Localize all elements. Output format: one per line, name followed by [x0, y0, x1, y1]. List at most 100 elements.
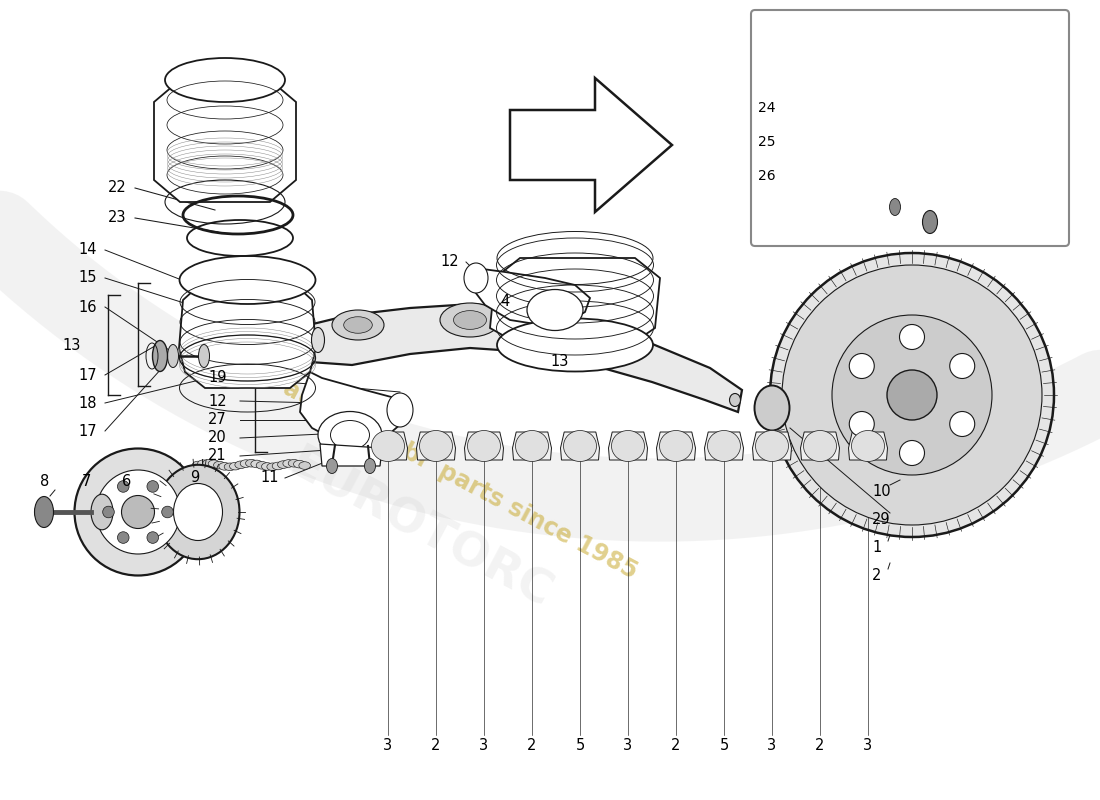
Ellipse shape	[468, 430, 500, 462]
Text: 1: 1	[872, 541, 881, 555]
Polygon shape	[278, 304, 742, 412]
Ellipse shape	[245, 459, 257, 467]
Ellipse shape	[147, 481, 158, 492]
Ellipse shape	[224, 463, 235, 470]
Ellipse shape	[849, 411, 875, 437]
Text: 20: 20	[208, 430, 227, 446]
Ellipse shape	[153, 341, 167, 371]
Text: 15: 15	[78, 270, 97, 286]
Ellipse shape	[464, 263, 488, 293]
Ellipse shape	[563, 430, 596, 462]
Text: 9: 9	[190, 470, 199, 486]
Text: 12: 12	[208, 394, 227, 409]
Ellipse shape	[267, 463, 278, 470]
Ellipse shape	[179, 256, 316, 304]
Ellipse shape	[288, 459, 300, 467]
Ellipse shape	[96, 470, 180, 554]
Ellipse shape	[277, 461, 289, 468]
Text: 25: 25	[758, 135, 776, 149]
Polygon shape	[561, 432, 600, 460]
Text: 12: 12	[440, 254, 459, 270]
Ellipse shape	[923, 210, 937, 234]
Text: 17: 17	[78, 423, 97, 438]
Ellipse shape	[832, 315, 992, 475]
Ellipse shape	[949, 411, 975, 437]
Ellipse shape	[729, 394, 740, 406]
Ellipse shape	[121, 495, 154, 529]
Ellipse shape	[256, 462, 267, 469]
Ellipse shape	[162, 506, 174, 518]
Polygon shape	[179, 280, 316, 388]
Ellipse shape	[332, 310, 384, 340]
Ellipse shape	[782, 265, 1042, 525]
Ellipse shape	[118, 532, 129, 543]
Ellipse shape	[230, 462, 241, 470]
Ellipse shape	[294, 460, 305, 468]
Polygon shape	[320, 444, 382, 466]
Ellipse shape	[527, 290, 583, 330]
Ellipse shape	[165, 58, 285, 102]
Ellipse shape	[283, 460, 295, 467]
Text: 5: 5	[719, 738, 728, 753]
Polygon shape	[368, 432, 407, 460]
Text: 3: 3	[384, 738, 393, 753]
Ellipse shape	[91, 494, 113, 530]
Text: 18: 18	[78, 395, 97, 410]
Text: 13: 13	[550, 354, 569, 370]
Ellipse shape	[34, 497, 54, 527]
Ellipse shape	[147, 532, 158, 543]
Text: 24: 24	[758, 101, 776, 115]
Polygon shape	[752, 432, 792, 460]
Text: 2: 2	[527, 738, 537, 753]
Text: 23: 23	[108, 210, 126, 226]
Ellipse shape	[612, 430, 645, 462]
Ellipse shape	[272, 462, 284, 470]
Ellipse shape	[372, 430, 405, 462]
Text: 2: 2	[872, 569, 881, 583]
Text: 4: 4	[500, 294, 509, 310]
Ellipse shape	[887, 370, 937, 420]
Ellipse shape	[497, 318, 653, 371]
Ellipse shape	[707, 430, 740, 462]
Ellipse shape	[75, 449, 201, 575]
Polygon shape	[417, 432, 455, 460]
Text: 14: 14	[78, 242, 97, 258]
Ellipse shape	[208, 460, 220, 467]
Ellipse shape	[453, 310, 486, 330]
Polygon shape	[510, 78, 672, 212]
Text: 26: 26	[758, 169, 776, 183]
Ellipse shape	[343, 317, 372, 334]
Ellipse shape	[327, 458, 338, 474]
Text: 19: 19	[208, 370, 227, 386]
Ellipse shape	[262, 462, 273, 470]
Ellipse shape	[251, 460, 263, 468]
Text: 7: 7	[82, 474, 91, 490]
Polygon shape	[801, 432, 839, 460]
Ellipse shape	[756, 430, 789, 462]
Text: 27: 27	[208, 413, 227, 427]
Text: 5: 5	[575, 738, 584, 753]
Text: 3: 3	[480, 738, 488, 753]
Ellipse shape	[851, 430, 884, 462]
Ellipse shape	[198, 345, 209, 367]
Ellipse shape	[516, 430, 549, 462]
Ellipse shape	[213, 462, 226, 469]
Text: 11: 11	[260, 470, 278, 486]
Ellipse shape	[198, 460, 209, 467]
Text: 22: 22	[108, 181, 126, 195]
Text: 8: 8	[40, 474, 49, 490]
Polygon shape	[154, 80, 296, 202]
Ellipse shape	[167, 345, 178, 367]
Polygon shape	[848, 432, 888, 460]
Ellipse shape	[565, 332, 594, 348]
Text: 16: 16	[78, 299, 97, 314]
Ellipse shape	[202, 459, 215, 467]
Text: 6: 6	[122, 474, 131, 490]
Ellipse shape	[803, 430, 836, 462]
Ellipse shape	[235, 461, 246, 469]
Ellipse shape	[118, 481, 129, 492]
Ellipse shape	[102, 506, 114, 518]
Ellipse shape	[440, 303, 500, 337]
Polygon shape	[490, 258, 660, 345]
Ellipse shape	[900, 325, 924, 350]
